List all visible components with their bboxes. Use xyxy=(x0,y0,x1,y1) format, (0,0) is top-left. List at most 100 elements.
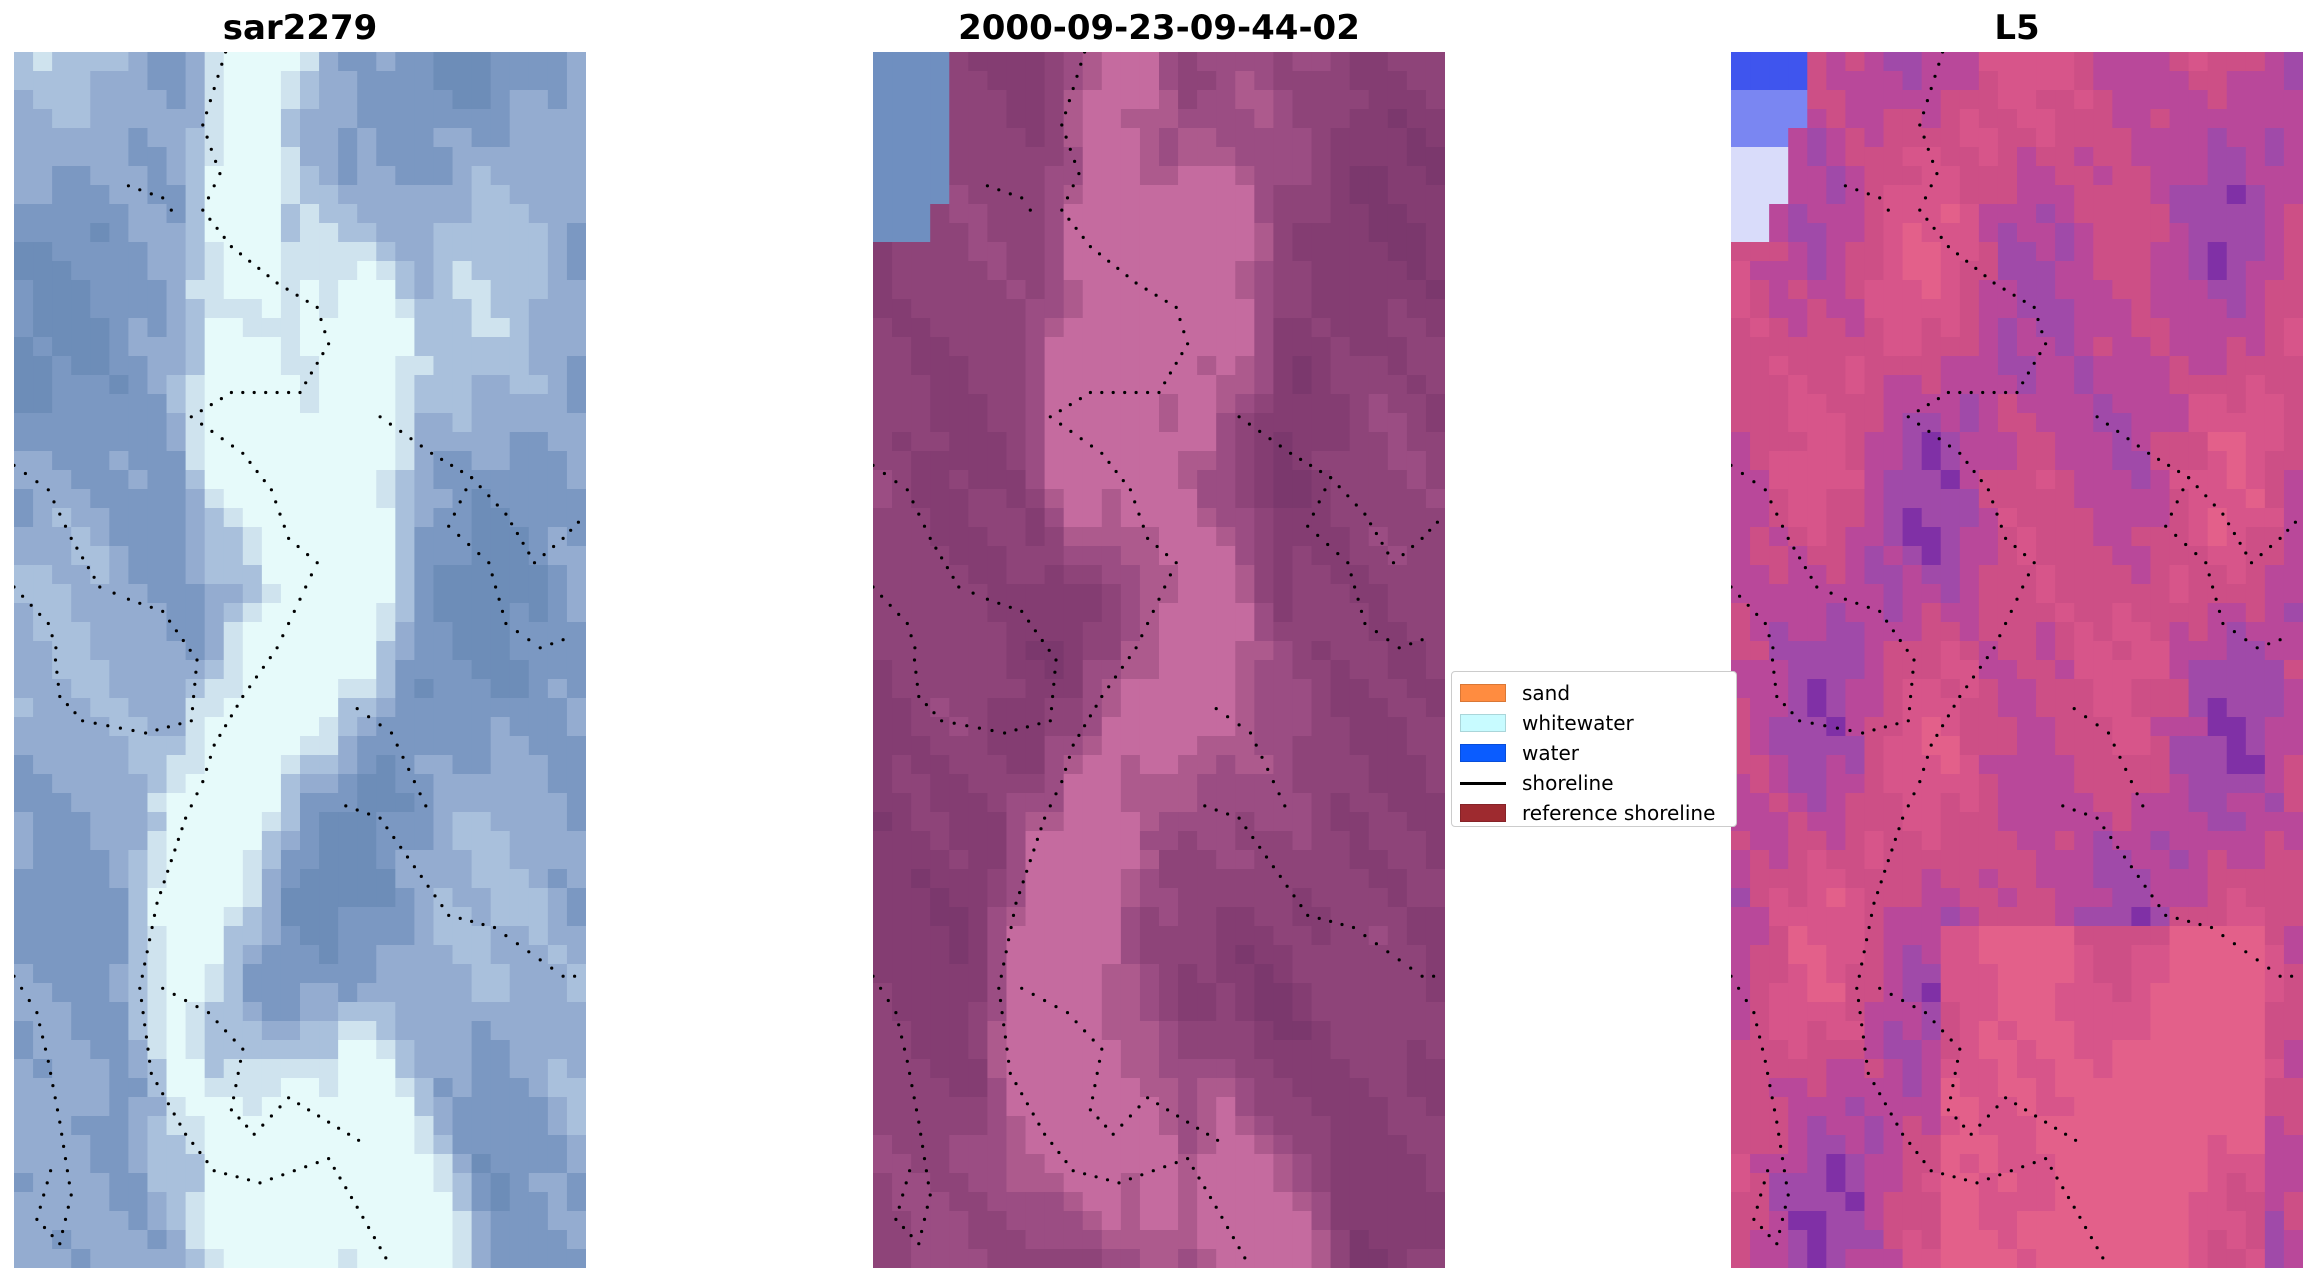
image-pixel xyxy=(1406,1211,1427,1231)
image-pixel xyxy=(300,508,320,528)
image-pixel xyxy=(528,223,549,243)
image-pixel xyxy=(949,318,969,338)
image-pixel xyxy=(1273,622,1294,642)
image-pixel xyxy=(414,223,435,243)
image-pixel xyxy=(949,869,969,889)
image-pixel xyxy=(1178,774,1198,794)
image-pixel xyxy=(566,1135,586,1155)
image-pixel xyxy=(52,983,72,1003)
shoreline-point xyxy=(232,1096,236,1100)
shoreline-point xyxy=(297,1102,301,1106)
image-pixel xyxy=(1235,660,1255,680)
shoreline-point xyxy=(1107,460,1111,464)
image-pixel xyxy=(2131,299,2152,319)
image-pixel xyxy=(509,52,530,72)
image-pixel xyxy=(490,679,511,699)
shoreline-point xyxy=(1088,714,1092,718)
image-pixel xyxy=(1406,52,1427,72)
image-pixel xyxy=(261,394,282,414)
image-pixel xyxy=(280,1097,301,1117)
image-pixel xyxy=(930,280,950,300)
image-pixel xyxy=(873,394,893,414)
image-pixel xyxy=(1101,1230,1122,1250)
image-pixel xyxy=(433,185,454,205)
image-pixel xyxy=(911,527,931,547)
image-pixel xyxy=(509,470,530,490)
image-pixel xyxy=(1254,660,1274,680)
image-pixel xyxy=(52,242,72,262)
image-pixel xyxy=(204,1192,225,1212)
image-pixel xyxy=(2055,71,2075,91)
image-pixel xyxy=(2017,204,2037,224)
image-pixel xyxy=(873,964,893,984)
shoreline-point xyxy=(266,274,270,278)
image-pixel xyxy=(357,166,377,186)
image-pixel xyxy=(1273,261,1294,281)
image-pixel xyxy=(357,622,377,642)
image-pixel xyxy=(547,90,568,110)
image-pixel xyxy=(968,128,988,148)
image-pixel xyxy=(1292,907,1313,927)
image-pixel xyxy=(14,1002,34,1022)
image-pixel xyxy=(1197,147,1217,167)
image-pixel xyxy=(528,413,549,433)
image-pixel xyxy=(109,1059,129,1079)
image-pixel xyxy=(2169,204,2190,224)
image-pixel xyxy=(547,679,568,699)
image-pixel xyxy=(280,451,301,471)
image-pixel xyxy=(1273,394,1294,414)
image-pixel xyxy=(1425,280,1445,300)
image-pixel xyxy=(2055,166,2075,186)
image-pixel xyxy=(1025,128,1046,148)
image-pixel xyxy=(1063,1173,1084,1193)
image-pixel xyxy=(949,1002,969,1022)
image-pixel xyxy=(1273,869,1294,889)
image-pixel xyxy=(319,869,339,889)
image-pixel xyxy=(223,261,244,281)
image-pixel xyxy=(376,869,396,889)
image-pixel xyxy=(1159,223,1179,243)
image-pixel xyxy=(949,128,969,148)
image-pixel xyxy=(1788,52,1808,72)
image-pixel xyxy=(509,850,530,870)
image-pixel xyxy=(128,1154,149,1174)
image-pixel xyxy=(71,679,91,699)
image-pixel xyxy=(1044,679,1065,699)
image-pixel xyxy=(33,850,53,870)
shoreline-point xyxy=(1299,904,1303,908)
image-pixel xyxy=(109,337,129,357)
image-pixel xyxy=(414,204,435,224)
image-pixel xyxy=(1330,1154,1351,1174)
image-pixel xyxy=(1063,451,1084,471)
image-pixel xyxy=(566,432,586,452)
image-pixel xyxy=(930,1002,950,1022)
image-pixel xyxy=(33,527,53,547)
image-pixel xyxy=(1883,147,1904,167)
image-pixel xyxy=(2112,299,2132,319)
image-pixel xyxy=(1769,147,1789,167)
image-pixel xyxy=(90,261,110,281)
image-pixel xyxy=(1101,888,1122,908)
image-pixel xyxy=(166,166,187,186)
image-pixel xyxy=(2036,71,2056,91)
image-pixel xyxy=(1254,546,1274,566)
image-pixel xyxy=(90,356,110,376)
image-pixel xyxy=(33,831,53,851)
image-pixel xyxy=(1273,717,1294,737)
image-pixel xyxy=(949,451,969,471)
image-pixel xyxy=(1387,850,1408,870)
image-pixel xyxy=(2226,318,2247,338)
image-pixel xyxy=(968,679,988,699)
image-pixel xyxy=(147,907,168,927)
image-pixel xyxy=(204,166,225,186)
shoreline-point xyxy=(1271,780,1275,784)
shoreline-point xyxy=(1067,755,1071,759)
image-pixel xyxy=(1178,413,1198,433)
image-pixel xyxy=(873,717,893,737)
image-pixel xyxy=(280,394,301,414)
shoreline-point xyxy=(497,597,501,601)
image-pixel xyxy=(1273,204,1294,224)
image-pixel xyxy=(1273,470,1294,490)
image-pixel xyxy=(52,470,72,490)
image-pixel xyxy=(2169,299,2190,319)
